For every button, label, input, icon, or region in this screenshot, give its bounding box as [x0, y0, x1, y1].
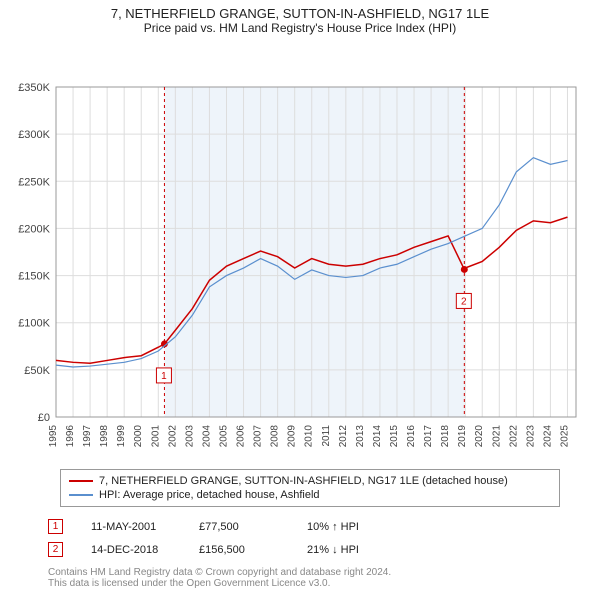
svg-text:1996: 1996	[65, 425, 76, 448]
legend: 7, NETHERFIELD GRANGE, SUTTON-IN-ASHFIEL…	[60, 469, 560, 507]
svg-text:2014: 2014	[372, 425, 383, 448]
svg-text:1997: 1997	[82, 425, 93, 448]
svg-text:2020: 2020	[474, 425, 485, 448]
svg-text:£0: £0	[38, 412, 50, 424]
svg-text:2008: 2008	[270, 425, 281, 448]
sale-delta: 10% ↑ HPI	[307, 521, 387, 533]
svg-text:2: 2	[461, 296, 467, 307]
legend-label: HPI: Average price, detached house, Ashf…	[99, 489, 320, 501]
svg-text:£300K: £300K	[18, 129, 50, 141]
svg-text:£50K: £50K	[24, 365, 50, 377]
sales-table: 1 11-MAY-2001 £77,500 10% ↑ HPI 2 14-DEC-2018…	[48, 515, 560, 561]
legend-swatch	[69, 494, 93, 496]
footer-line-1: Contains HM Land Registry data © Crown c…	[48, 567, 560, 578]
legend-swatch	[69, 480, 93, 482]
svg-text:2004: 2004	[201, 425, 212, 448]
svg-text:2010: 2010	[304, 425, 315, 448]
legend-row: HPI: Average price, detached house, Ashf…	[69, 488, 551, 502]
svg-text:2012: 2012	[338, 425, 349, 448]
svg-text:1999: 1999	[116, 425, 127, 448]
svg-text:2000: 2000	[133, 425, 144, 448]
sale-price: £77,500	[199, 521, 279, 533]
svg-text:2005: 2005	[218, 425, 229, 448]
svg-text:1998: 1998	[99, 425, 110, 448]
svg-text:2007: 2007	[253, 425, 264, 448]
sale-marker: 2	[48, 542, 63, 557]
svg-text:2019: 2019	[457, 425, 468, 448]
sale-date: 14-DEC-2018	[91, 544, 171, 556]
svg-text:£150K: £150K	[18, 271, 50, 283]
svg-text:2025: 2025	[559, 425, 570, 448]
svg-text:2003: 2003	[184, 425, 195, 448]
chart-container: 7, NETHERFIELD GRANGE, SUTTON-IN-ASHFIEL…	[0, 0, 600, 560]
sale-row: 1 11-MAY-2001 £77,500 10% ↑ HPI	[48, 515, 560, 538]
svg-text:2023: 2023	[525, 425, 536, 448]
sale-row: 2 14-DEC-2018 £156,500 21% ↓ HPI	[48, 538, 560, 561]
sale-date: 11-MAY-2001	[91, 521, 171, 533]
svg-text:2002: 2002	[167, 425, 178, 448]
svg-text:2011: 2011	[321, 425, 332, 447]
svg-text:2016: 2016	[406, 425, 417, 448]
footer-line-2: This data is licensed under the Open Gov…	[48, 578, 560, 589]
svg-text:2015: 2015	[389, 425, 400, 448]
sale-marker: 1	[48, 519, 63, 534]
svg-text:2001: 2001	[150, 425, 161, 448]
chart-title: 7, NETHERFIELD GRANGE, SUTTON-IN-ASHFIEL…	[0, 0, 600, 21]
chart-subtitle: Price paid vs. HM Land Registry's House …	[0, 21, 600, 39]
line-chart: £0 £50K £100K £150K £200K £250K £300K £350K 1995…	[0, 39, 600, 463]
legend-label: 7, NETHERFIELD GRANGE, SUTTON-IN-ASHFIEL…	[99, 475, 508, 487]
svg-text:£350K: £350K	[18, 82, 50, 94]
svg-text:2018: 2018	[440, 425, 451, 448]
sale-price: £156,500	[199, 544, 279, 556]
svg-text:£200K: £200K	[18, 223, 50, 235]
svg-text:1: 1	[161, 371, 167, 382]
footer-attribution: Contains HM Land Registry data © Crown c…	[48, 567, 560, 589]
svg-text:2024: 2024	[542, 425, 553, 448]
svg-text:2006: 2006	[236, 425, 247, 448]
svg-text:2013: 2013	[355, 425, 366, 448]
svg-text:£100K: £100K	[18, 318, 50, 330]
svg-text:£250K: £250K	[18, 176, 50, 188]
svg-text:2009: 2009	[287, 425, 298, 448]
svg-text:2021: 2021	[491, 425, 502, 448]
svg-text:2017: 2017	[423, 425, 434, 448]
sale-delta: 21% ↓ HPI	[307, 544, 387, 556]
svg-text:1995: 1995	[48, 425, 59, 448]
svg-text:2022: 2022	[508, 425, 519, 448]
legend-row: 7, NETHERFIELD GRANGE, SUTTON-IN-ASHFIEL…	[69, 474, 551, 488]
